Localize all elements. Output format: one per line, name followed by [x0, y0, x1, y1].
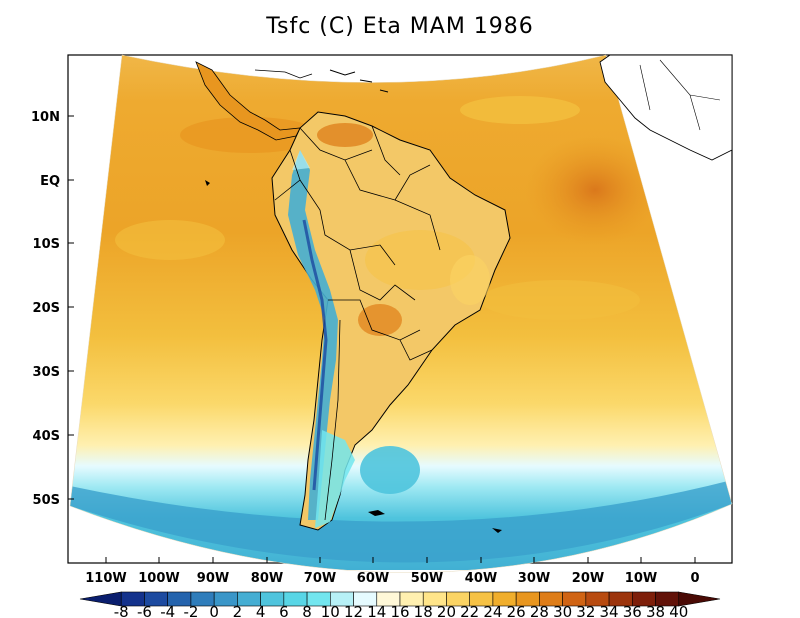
- lon-label-70w: 70W: [304, 571, 336, 586]
- africa-outline: [599, 54, 733, 161]
- colorbar-label: 16: [390, 603, 409, 618]
- lon-label-0: 0: [690, 571, 699, 586]
- colorbar-label: 4: [256, 603, 266, 618]
- lat-label-30s: 30S: [33, 365, 60, 380]
- model-domain-outline: [69, 54, 733, 573]
- andes-crest: [302, 219, 328, 491]
- colorbar-label: 8: [302, 603, 312, 618]
- caribbean-islands: [329, 69, 389, 93]
- lat-label-10s: 10S: [33, 237, 60, 252]
- colorbar-label: 36: [623, 603, 642, 618]
- colorbar: -8 -6 -4 -2 0 2 4 6 8 10 12 14 16 18 20 22 24 26 28 30 32 34 3…: [79, 591, 721, 618]
- axis-ticks: [68, 115, 696, 563]
- brazil-plateau: [365, 230, 475, 290]
- colorbar-label: 24: [483, 603, 502, 618]
- africa-borders: [639, 59, 721, 131]
- colorbar-label: 18: [414, 603, 433, 618]
- galapagos: [205, 180, 210, 186]
- brazil-highlands: [450, 255, 490, 305]
- lon-label-30w: 30W: [518, 571, 550, 586]
- colorbar-label: 12: [344, 603, 363, 618]
- colorbar-label: 30: [553, 603, 572, 618]
- falkland-islands: [368, 510, 385, 516]
- colorbar-swatch: [678, 591, 721, 607]
- colorbar-label: 10: [321, 603, 340, 618]
- colorbar-label: 6: [279, 603, 289, 618]
- central-america-land: [195, 61, 301, 141]
- lon-label-60w: 60W: [357, 571, 389, 586]
- lat-label-10n: 10N: [31, 110, 60, 125]
- colorbar-label: 28: [530, 603, 549, 618]
- colorbar-label: 0: [209, 603, 219, 618]
- colorbar-label: -6: [137, 603, 152, 618]
- colorbar-label: 40: [669, 603, 688, 618]
- lat-label-20s: 20S: [33, 301, 60, 316]
- colorbar-label: 20: [437, 603, 456, 618]
- lat-label-eq: EQ: [40, 174, 60, 189]
- patagonia: [315, 430, 355, 528]
- lon-label-20w: 20W: [572, 571, 604, 586]
- colorbar-label: -2: [183, 603, 198, 618]
- andes-ridge: [288, 150, 338, 520]
- colorbar-label: 34: [600, 603, 619, 618]
- colorbar-label: 14: [367, 603, 386, 618]
- lon-label-10w: 10W: [625, 571, 657, 586]
- colorbar-label: 22: [460, 603, 479, 618]
- colorbar-label: 38: [646, 603, 665, 618]
- colorbar-label: 32: [576, 603, 595, 618]
- map-title: Tsfc (C) Eta MAM 1986: [266, 14, 534, 39]
- lat-label-40s: 40S: [33, 429, 60, 444]
- south-georgia: [492, 528, 502, 533]
- lon-label-80w: 80W: [251, 571, 283, 586]
- lon-label-50w: 50W: [411, 571, 443, 586]
- lon-label-40w: 40W: [465, 571, 497, 586]
- colorbar-label: 2: [233, 603, 243, 618]
- colorbar-label: -4: [160, 603, 175, 618]
- northern-andes: [292, 150, 310, 170]
- lon-label-110w: 110W: [85, 571, 126, 586]
- lon-label-90w: 90W: [197, 571, 229, 586]
- country-borders: [274, 125, 441, 521]
- colorbar-label: -8: [114, 603, 129, 618]
- warm-interior-chaco: [358, 304, 402, 336]
- warm-interior-north: [317, 123, 373, 147]
- colorbar-label: 26: [507, 603, 526, 618]
- cuba-outline: [254, 69, 313, 79]
- lat-label-50s: 50S: [33, 493, 60, 508]
- lon-label-100w: 100W: [138, 571, 179, 586]
